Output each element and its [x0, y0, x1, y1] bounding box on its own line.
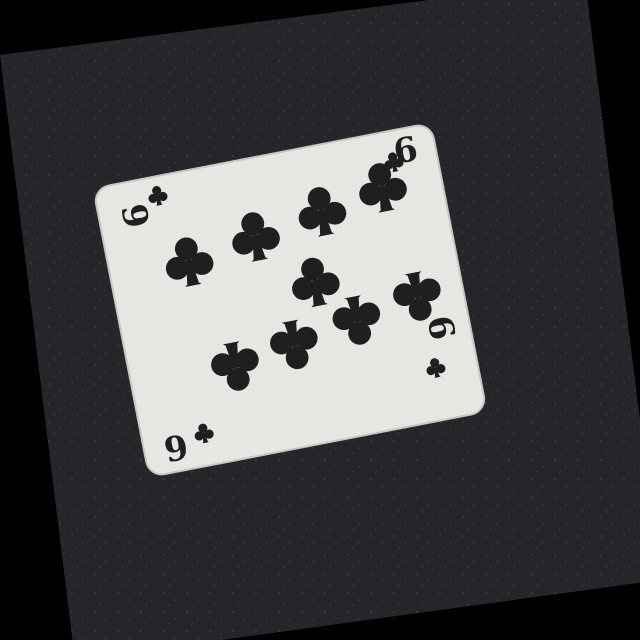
playing-card: 9 9 9 9 [94, 124, 486, 476]
card-face [94, 124, 486, 476]
